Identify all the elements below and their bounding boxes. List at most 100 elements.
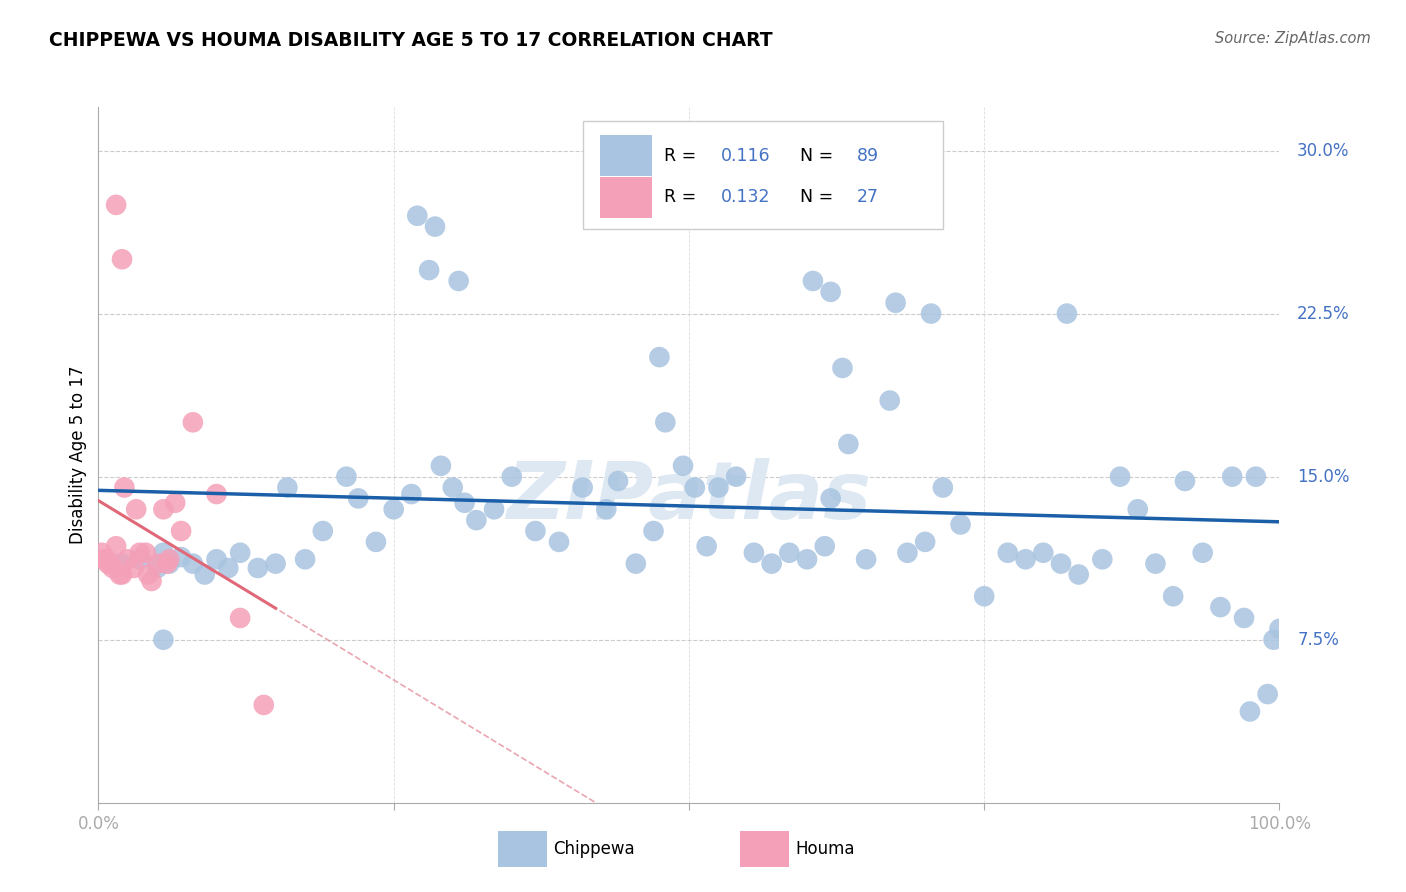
Point xyxy=(401,487,423,501)
Text: ZIPatlas: ZIPatlas xyxy=(506,458,872,536)
Point xyxy=(778,546,800,560)
Point xyxy=(128,552,150,566)
Point xyxy=(607,474,630,488)
Point xyxy=(725,469,748,483)
Y-axis label: Disability Age 5 to 17: Disability Age 5 to 17 xyxy=(69,366,87,544)
Point xyxy=(1191,546,1213,560)
Point xyxy=(973,589,995,603)
Point xyxy=(122,561,145,575)
Point xyxy=(112,481,135,495)
Point xyxy=(93,552,115,566)
Point xyxy=(1209,600,1232,615)
Point xyxy=(136,567,159,582)
Point xyxy=(170,524,193,538)
Point xyxy=(837,437,859,451)
FancyBboxPatch shape xyxy=(740,830,789,867)
Point xyxy=(761,557,783,571)
Point xyxy=(152,546,174,560)
Point xyxy=(157,552,180,566)
Point xyxy=(1050,557,1073,571)
Point xyxy=(1056,307,1078,321)
Point xyxy=(1257,687,1279,701)
Point xyxy=(896,546,918,560)
Text: 0.116: 0.116 xyxy=(721,147,770,165)
Point xyxy=(146,561,169,575)
Point xyxy=(111,557,134,571)
Point xyxy=(152,632,174,647)
Point xyxy=(146,557,169,571)
Point xyxy=(453,496,475,510)
Point xyxy=(1220,469,1243,483)
Point xyxy=(820,491,842,506)
Point xyxy=(571,481,593,495)
Point xyxy=(441,481,464,495)
Point xyxy=(524,524,547,538)
Point xyxy=(707,481,730,495)
Text: Chippewa: Chippewa xyxy=(553,839,634,858)
Point xyxy=(1067,567,1090,582)
Point xyxy=(465,513,488,527)
Text: R =: R = xyxy=(664,147,702,165)
Point xyxy=(156,557,179,571)
Point xyxy=(117,552,139,566)
Point xyxy=(672,458,695,473)
Text: 27: 27 xyxy=(856,188,879,206)
Point xyxy=(108,567,131,582)
Text: 7.5%: 7.5% xyxy=(1298,631,1339,648)
Point xyxy=(135,546,157,560)
Point xyxy=(932,481,955,495)
Text: CHIPPEWA VS HOUMA DISABILITY AGE 5 TO 17 CORRELATION CHART: CHIPPEWA VS HOUMA DISABILITY AGE 5 TO 17… xyxy=(49,31,773,50)
Text: N =: N = xyxy=(800,147,839,165)
Point xyxy=(879,393,901,408)
Point xyxy=(229,611,252,625)
Point xyxy=(229,546,252,560)
Point xyxy=(335,469,357,483)
Point xyxy=(920,307,942,321)
Point xyxy=(96,552,118,566)
Point xyxy=(312,524,335,538)
Point xyxy=(264,557,287,571)
Point xyxy=(418,263,440,277)
Text: 15.0%: 15.0% xyxy=(1298,467,1350,485)
FancyBboxPatch shape xyxy=(498,830,547,867)
Point xyxy=(423,219,446,234)
Point xyxy=(157,557,180,571)
Text: 22.5%: 22.5% xyxy=(1298,304,1350,323)
FancyBboxPatch shape xyxy=(582,121,943,229)
Point xyxy=(1161,589,1184,603)
Point xyxy=(796,552,818,566)
Point xyxy=(801,274,824,288)
Point xyxy=(548,535,571,549)
Point xyxy=(128,546,150,560)
Point xyxy=(406,209,429,223)
Point xyxy=(1126,502,1149,516)
Point xyxy=(1263,632,1285,647)
Point xyxy=(742,546,765,560)
Point xyxy=(97,557,120,571)
Text: Houma: Houma xyxy=(796,839,855,858)
Point xyxy=(125,502,148,516)
Point xyxy=(246,561,269,575)
Point xyxy=(643,524,665,538)
Point xyxy=(165,496,187,510)
Point xyxy=(1174,474,1197,488)
Point xyxy=(105,539,128,553)
Point xyxy=(111,252,134,267)
Point xyxy=(949,517,972,532)
Point xyxy=(1091,552,1114,566)
Point xyxy=(217,561,239,575)
Point xyxy=(364,535,387,549)
Point xyxy=(501,469,523,483)
Point xyxy=(170,550,193,565)
Point xyxy=(683,481,706,495)
Text: 0.132: 0.132 xyxy=(721,188,770,206)
Point xyxy=(105,198,128,212)
Point xyxy=(914,535,936,549)
Point xyxy=(1244,469,1267,483)
Point xyxy=(152,502,174,516)
Text: Source: ZipAtlas.com: Source: ZipAtlas.com xyxy=(1215,31,1371,46)
Point xyxy=(1233,611,1256,625)
Point xyxy=(997,546,1019,560)
Point xyxy=(347,491,370,506)
Point xyxy=(141,574,163,588)
